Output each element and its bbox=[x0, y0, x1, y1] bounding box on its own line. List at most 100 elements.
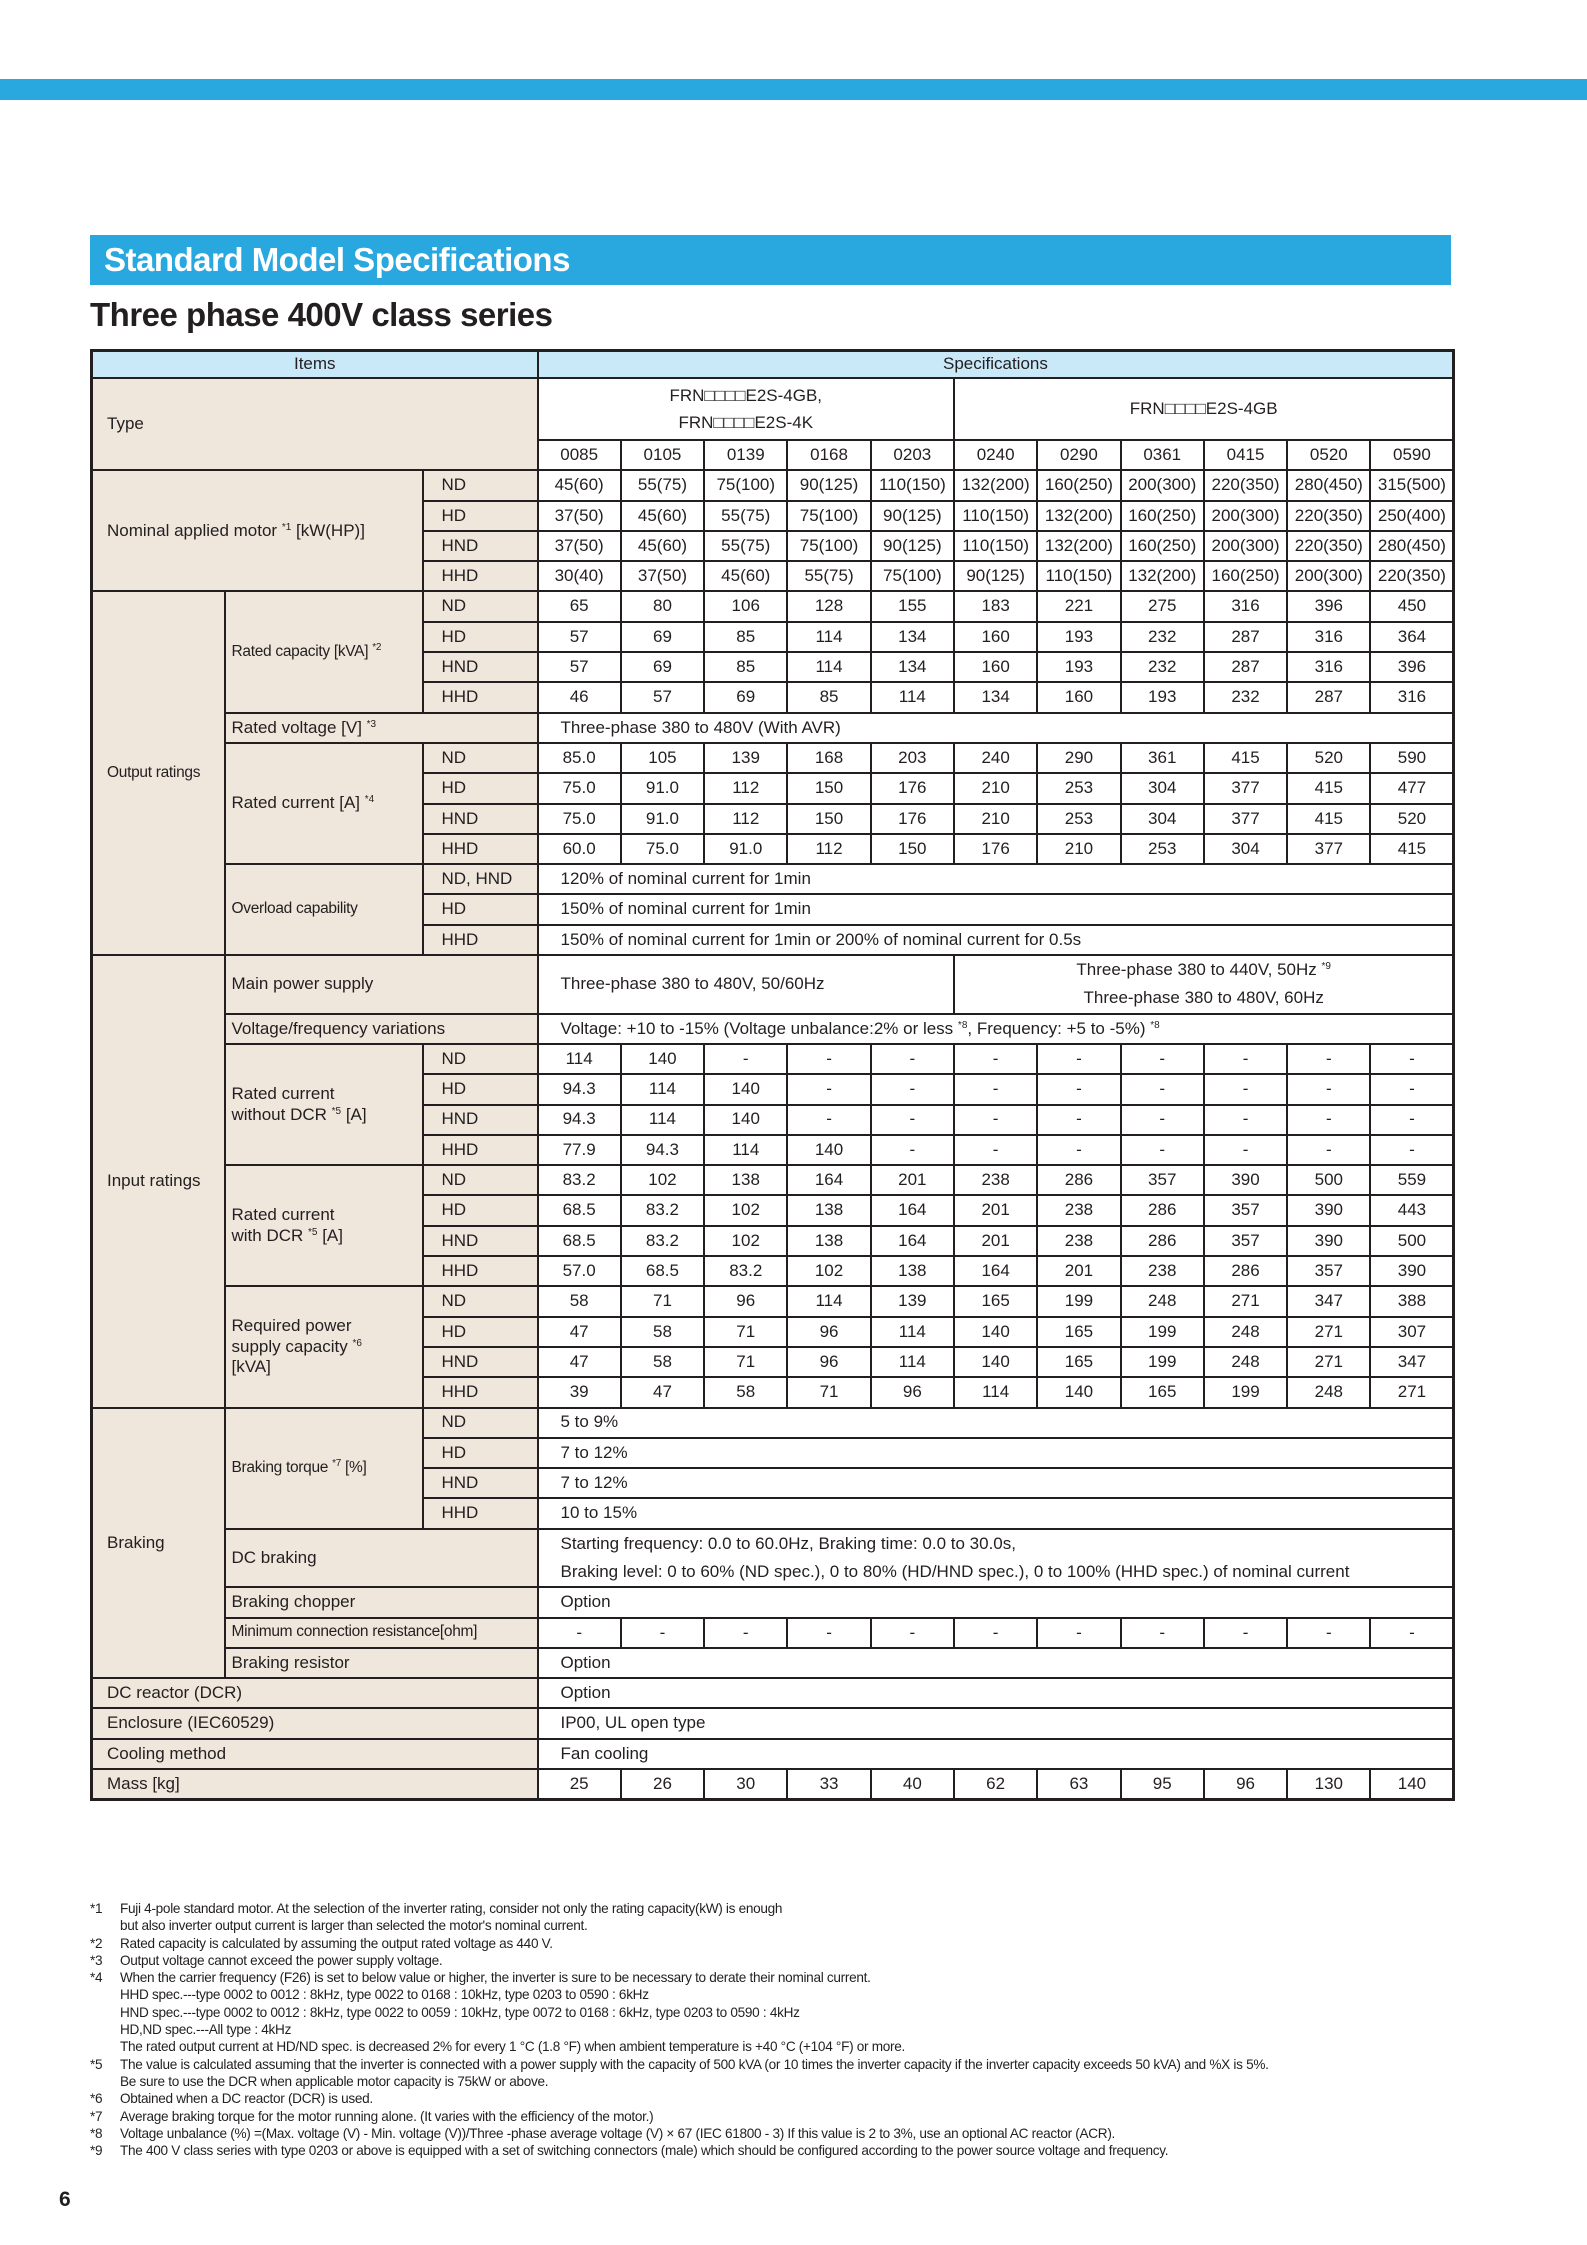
value-cell: 91.0 bbox=[619, 802, 706, 835]
item-label: Main power supply bbox=[223, 954, 539, 1015]
type-group-1: FRN□□□□E2S-4GB, FRN□□□□E2S-4K bbox=[536, 377, 955, 441]
table-row: HHD 57.0 68.5 83.2 102 138 164 201 238 286 357 390 bbox=[92, 1255, 1455, 1288]
value-cell: 55(75) bbox=[703, 499, 789, 532]
value-cell: 91.0 bbox=[703, 832, 789, 866]
value-cell: 69 bbox=[619, 620, 706, 654]
value-cell: 47 bbox=[536, 1345, 622, 1379]
value-cell: 26 bbox=[619, 1768, 706, 1801]
value-cell: - bbox=[1119, 1073, 1205, 1106]
value-cell: 165 bbox=[952, 1285, 1039, 1318]
value-cell: 68.5 bbox=[536, 1224, 622, 1258]
value-cell: 55(75) bbox=[703, 529, 789, 563]
value-cell: 102 bbox=[786, 1255, 872, 1288]
item-label: Rated capacity [kVA] *2 bbox=[223, 590, 424, 714]
specifications-header: Specifications bbox=[536, 349, 1455, 379]
mode-label: HND bbox=[421, 1345, 539, 1379]
footnote-text: Average braking torque for the motor run… bbox=[120, 2108, 654, 2124]
item-label: Rated voltage [V] *3 bbox=[223, 711, 539, 744]
value-cell: 253 bbox=[1119, 832, 1205, 866]
footnote-text: When the carrier frequency (F26) is set … bbox=[120, 1970, 905, 2055]
footnote-mark: *2 bbox=[90, 1935, 103, 1951]
value-cell: 58 bbox=[536, 1285, 622, 1318]
value-cell: 248 bbox=[1202, 1315, 1289, 1348]
spec-text: Option bbox=[536, 1677, 1455, 1710]
mode-label: ND bbox=[421, 741, 539, 775]
value-cell: 176 bbox=[869, 802, 955, 835]
item-label: Mass [kg] bbox=[90, 1768, 539, 1801]
value-cell: 357 bbox=[1202, 1224, 1289, 1258]
value-cell: 37(50) bbox=[619, 560, 706, 593]
value-cell: 110(150) bbox=[952, 499, 1039, 532]
table-row: HND 37(50) 45(60) 55(75) 75(100) 90(125) 110(1… bbox=[92, 529, 1455, 563]
value-cell: - bbox=[1369, 1103, 1455, 1136]
value-cell: 96 bbox=[1202, 1768, 1289, 1801]
value-cell: 75.0 bbox=[536, 802, 622, 835]
type-code: 0105 bbox=[619, 438, 706, 472]
value-cell: 200(300) bbox=[1286, 560, 1372, 593]
mode-label: HD bbox=[421, 772, 539, 805]
table-row: HND 7 to 12% bbox=[92, 1467, 1455, 1500]
table-row: Rated current [A] *4 ND 85.0 105 139 168 203 24… bbox=[92, 741, 1455, 866]
type-code: 0415 bbox=[1202, 438, 1289, 472]
value-cell: - bbox=[786, 1073, 872, 1106]
item-label: Required power supply capacity *6 [kVA] bbox=[223, 1285, 424, 1409]
table-row: Voltage/frequency variations Voltage: +10… bbox=[92, 1012, 1455, 1045]
value-cell: 415 bbox=[1286, 772, 1372, 805]
value-cell: 388 bbox=[1369, 1285, 1455, 1318]
type-code: 0290 bbox=[1036, 438, 1122, 472]
value-cell: 46 bbox=[536, 681, 622, 714]
value-cell: 316 bbox=[1202, 590, 1289, 623]
value-cell: - bbox=[1286, 1133, 1372, 1167]
value-cell: 415 bbox=[1369, 832, 1455, 866]
table-row: Three-phase 380 to 480V, 60Hz bbox=[92, 984, 1455, 1015]
value-cell: 232 bbox=[1119, 651, 1205, 684]
value-cell: 96 bbox=[869, 1376, 955, 1409]
value-cell: 63 bbox=[1036, 1768, 1122, 1801]
value-cell: 232 bbox=[1202, 681, 1289, 714]
table-row: HND 75.0 91.0 112 150 176 210 253 304 377 415 520 bbox=[92, 802, 1455, 835]
footnote: *6 Obtained when a DC reactor (DCR) is us… bbox=[90, 2090, 1490, 2107]
value-cell: 112 bbox=[703, 772, 789, 805]
value-cell: 201 bbox=[952, 1224, 1039, 1258]
mode-label: ND bbox=[421, 590, 539, 623]
type-code: 0240 bbox=[952, 438, 1039, 472]
value-cell: 220(350) bbox=[1369, 560, 1455, 593]
table-row: HD 57 69 85 114 134 160 193 232 287 316 364 bbox=[92, 620, 1455, 654]
value-cell: 132(200) bbox=[1036, 499, 1122, 532]
item-label: Enclosure (IEC60529) bbox=[90, 1707, 539, 1740]
table-row: Braking level: 0 to 60% (ND spec.), 0 to… bbox=[92, 1557, 1455, 1589]
mode-label: HHD bbox=[421, 681, 539, 714]
mode-label: HND bbox=[421, 1467, 539, 1500]
value-cell: 140 bbox=[952, 1345, 1039, 1379]
type-code: 0361 bbox=[1119, 438, 1205, 472]
value-cell: 62 bbox=[952, 1768, 1039, 1801]
value-cell: - bbox=[786, 1616, 872, 1649]
value-cell: 75(100) bbox=[786, 499, 872, 532]
value-cell: 253 bbox=[1036, 772, 1122, 805]
mode-label: HND bbox=[421, 1103, 539, 1136]
value-cell: 176 bbox=[952, 832, 1039, 866]
item-label: DC reactor (DCR) bbox=[90, 1677, 539, 1710]
value-cell: 83.2 bbox=[619, 1194, 706, 1227]
value-cell: 75(100) bbox=[703, 469, 789, 502]
value-cell: - bbox=[786, 1042, 872, 1076]
mode-label: HHD bbox=[421, 1133, 539, 1167]
value-cell: 68.5 bbox=[619, 1255, 706, 1288]
value-cell: 287 bbox=[1202, 620, 1289, 654]
value-cell: 37(50) bbox=[536, 499, 622, 532]
mode-label: HND bbox=[421, 1224, 539, 1258]
value-cell: 96 bbox=[786, 1315, 872, 1348]
value-cell: 132(200) bbox=[1036, 529, 1122, 563]
value-cell: 75(100) bbox=[786, 529, 872, 563]
mode-label: HD bbox=[421, 893, 539, 926]
table-row: HD 94.3 114 140- - - - - - - - bbox=[92, 1073, 1455, 1106]
footnote: *5 The value is calculated assuming that … bbox=[90, 2056, 1490, 2091]
value-cell: 361 bbox=[1119, 741, 1205, 775]
value-cell: 139 bbox=[869, 1285, 955, 1318]
value-cell: 90(125) bbox=[869, 499, 955, 532]
value-cell: 58 bbox=[703, 1376, 789, 1409]
footnote-text: The 400 V class series with type 0203 or… bbox=[120, 2143, 1169, 2159]
value-cell: 140 bbox=[952, 1315, 1039, 1348]
value-cell: 357 bbox=[1202, 1194, 1289, 1227]
value-cell: - bbox=[703, 1042, 789, 1076]
